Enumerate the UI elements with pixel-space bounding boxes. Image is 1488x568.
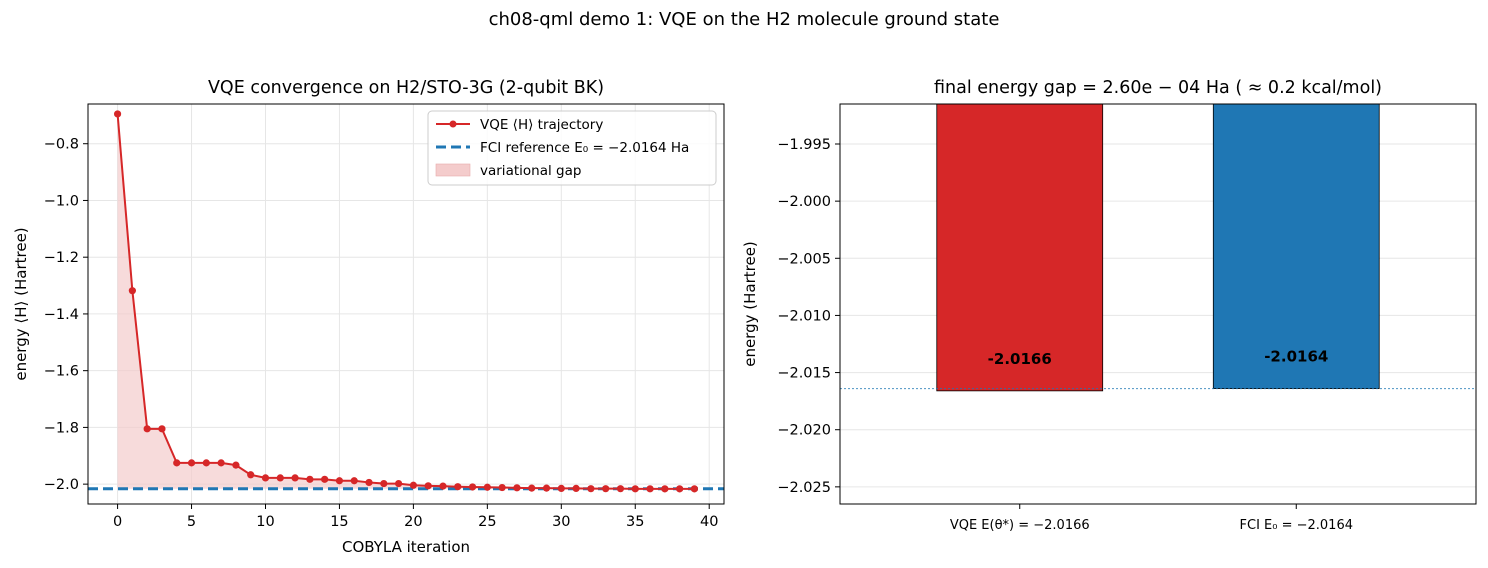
vqe-trajectory-point [291,474,299,482]
bar-fci [1212,103,1380,389]
right-y-tick-label: −2.020 [777,423,831,439]
vqe-trajectory-point [439,482,447,490]
left-plot-area [88,110,724,493]
right-chart: final energy gap = 2.60e − 04 Ha ( ≈ 0.2… [741,78,1477,533]
left-y-tick-label: −1.6 [44,364,79,380]
vqe-trajectory-point [572,484,580,492]
right-axes-frame [839,103,1477,505]
vqe-trajectory-point [409,481,417,489]
vqe-trajectory-point [616,485,625,493]
bar-vqe [936,103,1104,392]
left-x-tick-label: 20 [404,514,422,530]
vqe-trajectory-point [158,425,166,433]
vqe-trajectory-point [676,485,684,493]
left-chart-title: VQE convergence on H2/STO-3G (2-qubit BK… [208,78,604,98]
vqe-trajectory-point [395,479,403,488]
right-y-axis: −1.995 −2.000 −2.005 −2.010 −2.015 −2.020 −2.0… [777,137,840,496]
vqe-trajectory-point [646,485,654,493]
legend-trajectory-label: VQE ⟨H⟩ trajectory [480,117,603,133]
vqe-trajectory-line [116,113,695,490]
left-y-tick-label: −1.2 [44,250,79,266]
right-x-axis: VQE E(θ*) = −2.0166 FCI E₀ = −2.0164 [950,504,1353,533]
bar-value-label: -2.0164 [1264,348,1328,366]
right-y-tick-label: −2.025 [777,480,831,496]
vqe-trajectory-point [424,482,432,490]
vqe-trajectory-point [468,483,477,491]
vqe-trajectory-point [306,475,314,483]
vqe-trajectory-point [113,110,122,118]
vqe-trajectory-point [173,459,181,467]
vqe-trajectory-point [247,471,255,479]
vqe-trajectory-point [261,474,270,482]
left-y-tick-label: −1.0 [44,193,79,209]
vqe-trajectory-point [202,459,210,467]
vqe-trajectory-point [365,478,373,487]
vqe-trajectory-point [483,483,491,491]
vqe-trajectory-point [528,484,536,492]
right-y-axis-label: energy (Hartree) [741,241,759,367]
right-y-tick-label: −2.010 [777,308,831,324]
legend-fci-label: FCI reference E₀ = −2.0164 Ha [480,140,689,156]
vqe-trajectory-point [557,484,565,492]
right-grid [840,143,1476,488]
vqe-trajectory-point [143,425,151,433]
legend-trajectory-marker-icon [449,120,457,128]
left-x-tick-label: 40 [700,514,718,530]
left-x-axis-label: COBYLA iteration [342,538,470,556]
vqe-trajectory-point [587,485,595,493]
right-chart-title: final energy gap = 2.60e − 04 Ha ( ≈ 0.2… [934,78,1382,98]
left-y-tick-label: −1.8 [44,420,79,436]
left-axes-frame [87,103,725,505]
vqe-trajectory-point [690,485,699,493]
vqe-trajectory-point [454,483,462,491]
vqe-trajectory-point [542,484,551,492]
left-y-axis-label: energy ⟨H⟩ (Hartree) [12,227,30,380]
vqe-trajectory-point [217,459,225,467]
vqe-trajectory-point [631,485,639,493]
bar-value-label: -2.0166 [988,350,1052,368]
right-x-tick-label: FCI E₀ = −2.0164 [1240,518,1353,533]
vqe-trajectory-point [276,474,284,482]
left-x-tick-label: 15 [330,514,348,530]
vqe-trajectory-point [128,287,136,295]
right-y-tick-label: −2.005 [777,251,831,267]
left-x-tick-label: 25 [478,514,496,530]
legend-box [427,110,717,186]
left-x-tick-label: 10 [256,514,274,530]
right-y-tick-label: −2.000 [777,194,831,210]
left-x-axis: 0 5 10 15 20 25 30 35 40 [113,504,718,530]
legend-gap-label: variational gap [480,163,581,179]
vqe-trajectory-point [232,461,240,469]
right-plot-area: -2.0166 -2.0164 [840,103,1476,392]
left-x-tick-label: 0 [113,514,122,530]
vqe-trajectory-point [187,459,196,467]
vqe-trajectory-point [498,483,506,492]
vqe-trajectory-point [321,475,329,483]
left-x-tick-label: 5 [187,514,196,530]
left-chart: VQE convergence on H2/STO-3G (2-qubit BK… [12,78,725,556]
vqe-trajectory-point [602,485,610,493]
vqe-trajectory-point [661,485,669,493]
figure-suptitle: ch08-qml demo 1: VQE on the H2 molecule … [489,9,1000,30]
vqe-trajectory-point [513,484,521,492]
right-y-tick-label: −1.995 [777,137,831,153]
left-x-tick-label: 35 [626,514,644,530]
left-y-tick-label: −1.4 [44,307,79,323]
right-y-tick-label: −2.015 [777,366,831,382]
left-legend: VQE ⟨H⟩ trajectory FCI reference E₀ = −2… [427,110,717,186]
left-y-axis: −0.8 −1.0 −1.2 −1.4 −1.6 −1.8 −2.0 [44,137,88,493]
vqe-trajectory-point [380,479,388,488]
left-y-tick-label: −2.0 [44,477,79,493]
vqe-trajectory-point [350,477,358,485]
left-y-tick-label: −0.8 [44,137,79,153]
vqe-trajectory-point [335,477,344,485]
right-x-tick-label: VQE E(θ*) = −2.0166 [950,518,1090,533]
legend-gap-swatch-icon [435,163,471,177]
left-x-tick-label: 30 [552,514,570,530]
